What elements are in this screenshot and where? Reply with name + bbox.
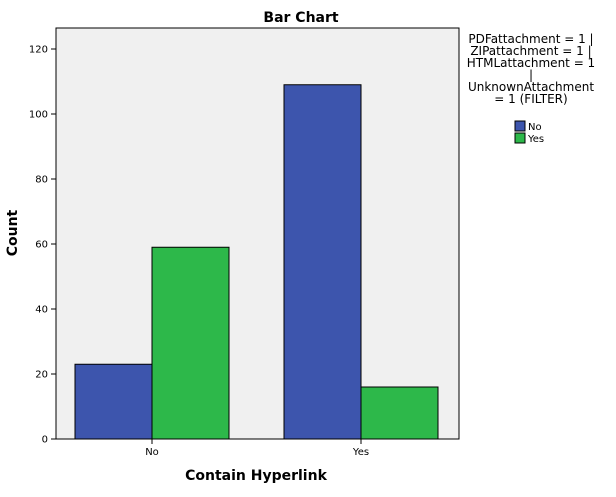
legend-swatch-no <box>514 120 526 132</box>
y-tick-label: 40 <box>35 305 48 316</box>
legend-swatch-yes <box>514 132 526 144</box>
legend-title-line: ZIPattachment = 1 | <box>470 44 591 58</box>
y-tick-label: 120 <box>29 45 48 56</box>
legend-title-line: UnknownAttachment <box>468 80 594 94</box>
y-tick-label: 0 <box>42 435 48 446</box>
y-tick-label: 100 <box>29 110 48 121</box>
y-tick-label: 60 <box>35 240 48 251</box>
legend-title-line: | <box>529 68 533 82</box>
legend-label-yes: Yes <box>527 134 544 145</box>
x-axis-title: Contain Hyperlink <box>185 468 327 484</box>
y-axis: 0 20 40 60 80 100 120 <box>29 45 56 446</box>
bar-no-yes <box>283 84 362 440</box>
y-tick-label: 80 <box>35 175 48 186</box>
chart-title: Bar Chart <box>263 10 338 26</box>
bar-no-no <box>74 363 153 440</box>
x-tick-label: Yes <box>352 447 369 458</box>
x-tick-label: No <box>145 447 159 458</box>
y-tick-label: 20 <box>35 370 48 381</box>
x-axis: No Yes <box>145 439 369 458</box>
legend-title-line: PDFattachment = 1 | <box>468 32 593 46</box>
legend-label-no: No <box>528 122 542 133</box>
bar-yes-no <box>151 246 230 440</box>
bar-yes-yes <box>360 386 439 440</box>
y-axis-title: Count <box>5 209 21 256</box>
legend-title-line: = 1 (FILTER) <box>494 92 567 106</box>
legend: PDFattachment = 1 |ZIPattachment = 1 |HT… <box>467 32 595 145</box>
bars <box>74 84 439 440</box>
legend-title-line: HTMLattachment = 1 <box>467 56 595 70</box>
